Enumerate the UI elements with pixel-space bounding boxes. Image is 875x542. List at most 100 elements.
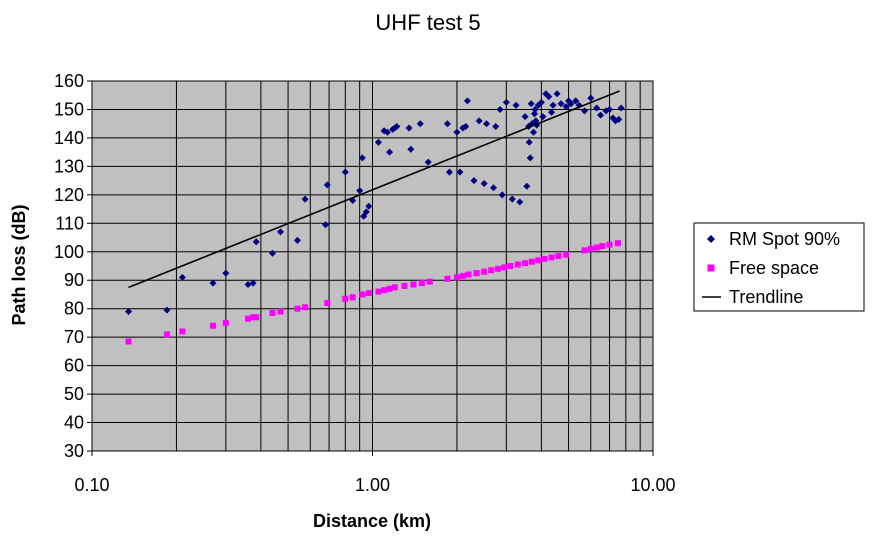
free-space-point (444, 275, 451, 282)
free-space-point (410, 281, 417, 288)
rm-spot-point (252, 238, 260, 246)
free-space-point (426, 278, 433, 285)
free-space-point (365, 290, 372, 297)
free-space-point (294, 305, 301, 312)
free-space-point (606, 241, 613, 248)
free-space-point (507, 263, 514, 269)
rm-spot-point (531, 105, 539, 113)
free-space-point (302, 304, 309, 311)
rm-spot-point (222, 269, 230, 277)
free-space-point (453, 274, 460, 281)
free-space-point (349, 294, 356, 301)
legend-box (693, 222, 865, 312)
rm-spot-point (323, 181, 331, 189)
free-space-point (481, 268, 488, 275)
free-space-point (324, 300, 331, 306)
rm-spot-point (502, 98, 510, 106)
y-tick-label: 160 (54, 71, 84, 91)
rm-spot-point (512, 101, 520, 109)
free-space-point (563, 251, 570, 258)
rm-spot-point (244, 281, 252, 288)
y-tick-label: 100 (54, 242, 84, 262)
plot-area: 30 40 50 60 70 80 90 100 110 120 130 140 150 160 0.10 1… (54, 71, 676, 495)
free-space-point (391, 284, 398, 291)
rm-spot-point (405, 124, 413, 132)
rm-spot-point (356, 187, 364, 195)
rm-spot-point (475, 117, 483, 125)
rm-spot-point (508, 195, 516, 203)
legend-rm-spot-swatch (707, 235, 715, 243)
chart-title: UHF test 5 (375, 10, 480, 35)
rm-spot-point (557, 100, 565, 108)
rm-spot-point (383, 128, 391, 136)
free-space-point (599, 243, 606, 250)
rm-spot-point (365, 202, 373, 210)
x-tick-label: 10.00 (630, 475, 675, 495)
rm-spot-point (553, 90, 561, 98)
rm-spot-point (526, 154, 534, 162)
free-space-point (209, 322, 216, 329)
free-space-point (465, 271, 472, 278)
free-space-point (375, 288, 382, 295)
free-space-point (494, 265, 501, 272)
free-space-point (587, 245, 594, 252)
x-axis-title: Distance (km) (313, 511, 431, 531)
free-space-point (541, 255, 548, 262)
free-space-point (614, 240, 621, 247)
rm-spot-point (581, 107, 589, 115)
y-tick-label: 30 (64, 441, 84, 461)
free-space-point (222, 319, 229, 326)
rm-spot-point (456, 168, 464, 176)
x-tick-label: 1.00 (355, 475, 390, 495)
rm-spot-point (525, 138, 533, 146)
rm-spot-point (548, 108, 556, 116)
rm-spot-point (483, 120, 491, 128)
y-tick-label: 120 (54, 185, 84, 205)
rm-spot-point (322, 221, 330, 229)
rm-spot-point (249, 279, 257, 287)
free-space-point (459, 272, 466, 279)
legend-free-space-swatch (707, 264, 715, 272)
rm-spot-point (277, 228, 285, 236)
rm-spot-point (523, 182, 531, 190)
free-space-point (163, 331, 170, 338)
free-space-point (179, 328, 186, 335)
rm-spot-point (358, 154, 366, 162)
legend-label: RM Spot 90% (729, 229, 840, 249)
free-space-point (342, 295, 349, 302)
rm-spot-point (125, 308, 133, 316)
free-space-point (528, 258, 535, 265)
rm-spot-point (209, 279, 217, 287)
free-space-point (555, 253, 562, 260)
y-tick-label: 110 (55, 213, 84, 233)
free-space-point (381, 287, 388, 294)
rm-spot-point (498, 191, 506, 199)
free-space-point (125, 338, 132, 345)
free-space-point (593, 244, 600, 251)
legend: RM Spot 90% Free space Trendline (693, 222, 865, 312)
free-space-point (522, 260, 529, 267)
legend-label: Free space (729, 258, 819, 278)
y-tick-label: 40 (64, 413, 84, 433)
rm-spot-point (496, 105, 504, 113)
rm-spot-point (530, 128, 538, 136)
rm-spot-point (593, 104, 601, 112)
y-tick-label: 60 (64, 356, 84, 376)
rm-spot-point (407, 145, 415, 153)
rm-spot-point (470, 177, 478, 185)
rm-spot-point (341, 168, 349, 176)
rm-spot-point (527, 100, 535, 108)
free-space-point (250, 314, 257, 321)
y-tick-label: 130 (54, 156, 84, 176)
y-tick-label: 90 (64, 270, 84, 290)
rm-spot-point (416, 120, 424, 128)
rm-spot-point (562, 103, 570, 111)
rm-spot-point (516, 198, 524, 206)
y-tick-label: 150 (54, 99, 84, 119)
rm-spot-point (453, 128, 461, 136)
rm-spot-point (492, 123, 500, 131)
rm-spot-point (443, 120, 451, 128)
x-tick-label: 0.10 (74, 475, 109, 495)
